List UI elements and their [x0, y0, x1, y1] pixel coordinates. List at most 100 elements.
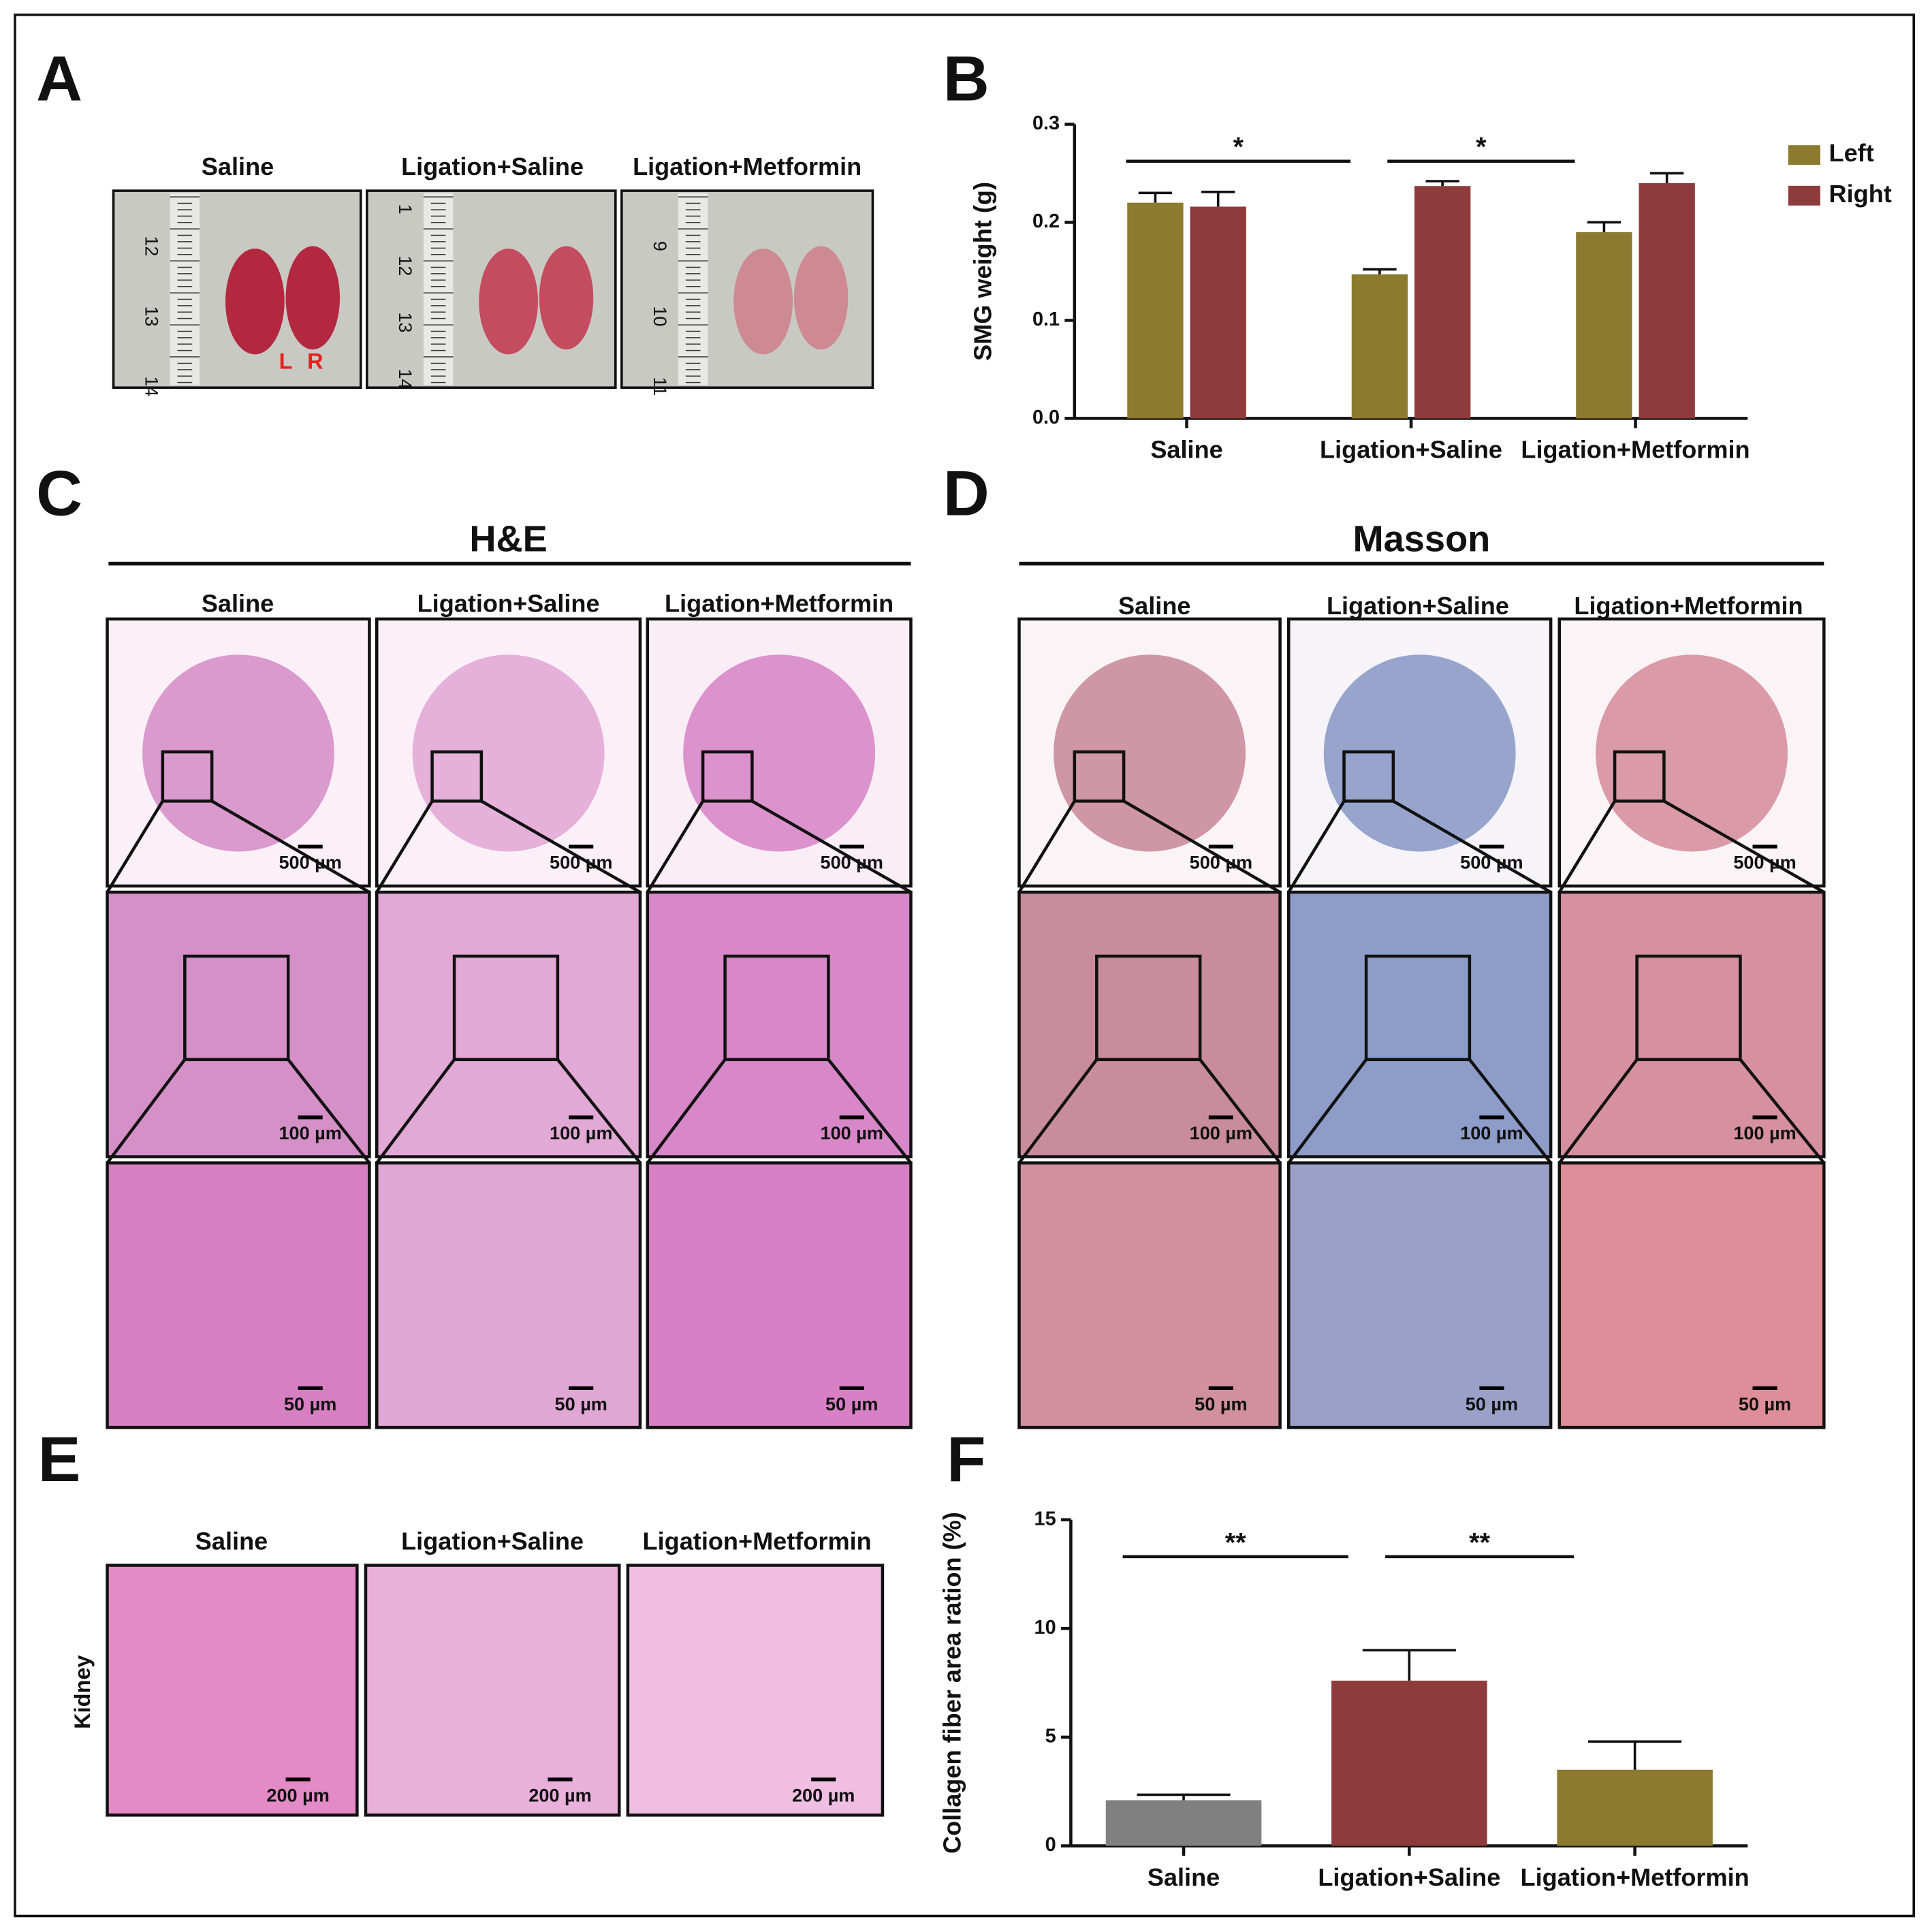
panel-letter: F: [947, 1423, 985, 1495]
inset-box: [1095, 954, 1202, 1062]
gland: [285, 246, 341, 350]
significance-mark: **: [1469, 1527, 1490, 1557]
scale-label: 50 µm: [1466, 1393, 1518, 1414]
ruler-label: 12: [142, 236, 163, 256]
ruler: [423, 193, 454, 385]
significance-mark: **: [1225, 1527, 1246, 1557]
scale-label: 50 µm: [825, 1393, 878, 1414]
panel-letter: D: [943, 458, 990, 529]
group-label: Saline: [202, 153, 274, 180]
inset-box: [723, 954, 830, 1062]
micrograph: [1017, 1161, 1282, 1429]
bar: [1127, 202, 1184, 419]
inset-box: [1613, 750, 1666, 803]
micrograph: [375, 890, 642, 1158]
micrograph: [375, 1161, 642, 1429]
scale-label: 50 µm: [1195, 1393, 1247, 1414]
gland: [225, 249, 285, 355]
scale-label: 50 µm: [284, 1393, 336, 1414]
ruler: [678, 193, 708, 385]
legend-swatch: [1788, 145, 1820, 165]
row-label: Kidney: [70, 1655, 95, 1728]
legend-label: Left: [1829, 139, 1874, 167]
bar: [1414, 186, 1471, 419]
zoom-line: [1557, 1058, 1639, 1164]
group-label: Ligation+Metformin: [643, 1527, 872, 1555]
y-tick-label: 0.1: [1032, 308, 1060, 330]
micrograph: [626, 1564, 885, 1817]
bar: [1105, 1800, 1262, 1846]
scale-label: 200 µm: [528, 1784, 591, 1805]
bar: [1351, 274, 1408, 419]
micrograph: [364, 1564, 621, 1817]
y-axis-label: Collagen fiber area ration (%): [938, 1512, 966, 1854]
ruler-label: 12: [395, 255, 416, 276]
figure-border: [14, 13, 1916, 1918]
legend-label: Right: [1829, 180, 1892, 208]
zoom-line: [375, 800, 434, 893]
zoom-line: [1199, 1058, 1282, 1165]
scale-label: 100 µm: [1190, 1122, 1252, 1143]
micrograph: [106, 1161, 371, 1429]
ruler-label: 11: [650, 377, 671, 396]
micrograph: [1286, 1161, 1553, 1429]
gland: [733, 249, 793, 355]
y-tick-label: 5: [1045, 1726, 1056, 1747]
ruler-label: 13: [142, 306, 163, 326]
zoom-line: [480, 799, 642, 894]
micrograph: [1017, 890, 1282, 1158]
group-label: Saline: [1118, 592, 1190, 620]
zoom-line: [646, 1058, 727, 1164]
zoom-line: [1017, 1058, 1098, 1164]
bar: [1639, 183, 1695, 419]
ruler-label: 14: [395, 368, 416, 389]
zoom-line: [646, 800, 705, 893]
group-label: Ligation+Metformin: [665, 590, 893, 618]
scale-label: 50 µm: [555, 1393, 607, 1414]
x-tick-label: Ligation+Metformin: [1521, 1863, 1750, 1891]
zoom-line: [1122, 799, 1281, 894]
zoom-line: [1663, 799, 1825, 894]
panel-letter: A: [36, 43, 82, 114]
micrograph: [106, 1564, 359, 1817]
inset-box: [183, 954, 290, 1062]
zoom-line: [1392, 799, 1552, 894]
panel-letter: C: [36, 458, 82, 529]
scale-label: 100 µm: [279, 1122, 341, 1143]
y-tick-label: 0.2: [1032, 210, 1060, 232]
inset-box: [1364, 954, 1472, 1062]
panel-title: Masson: [1352, 518, 1490, 559]
inset-box: [1342, 750, 1395, 803]
inset-box: [161, 750, 214, 803]
side-label: R: [307, 349, 323, 374]
inset-box: [1635, 954, 1742, 1062]
zoom-line: [1739, 1058, 1826, 1165]
scale-label: 100 µm: [1733, 1122, 1796, 1143]
x-tick-label: Ligation+Metformin: [1521, 436, 1750, 464]
bar: [1557, 1769, 1713, 1846]
significance-mark: *: [1233, 132, 1244, 162]
group-label: Ligation+Metformin: [633, 153, 861, 180]
panel-letter: E: [38, 1423, 81, 1495]
x-tick-label: Saline: [1148, 1863, 1220, 1891]
ruler-label: 10: [650, 306, 671, 326]
scale-label: 200 µm: [792, 1784, 855, 1805]
group-label: Saline: [195, 1527, 268, 1555]
group-label: Saline: [202, 590, 274, 618]
group-label: Ligation+Saline: [1327, 592, 1509, 620]
scale-label: 50 µm: [1739, 1393, 1791, 1414]
zoom-line: [375, 1058, 456, 1164]
micrograph: [646, 1161, 913, 1429]
inset-box: [452, 954, 560, 1062]
micrograph: [646, 890, 913, 1158]
zoom-line: [1468, 1058, 1552, 1165]
group-label: Ligation+Metformin: [1574, 592, 1803, 620]
gland: [539, 246, 594, 350]
micrograph: [1286, 890, 1553, 1158]
inset-box: [1073, 750, 1126, 803]
micrograph: [1557, 1161, 1826, 1429]
zoom-line: [287, 1058, 371, 1165]
ruler: [170, 193, 200, 385]
x-tick-label: Ligation+Saline: [1318, 1863, 1500, 1891]
